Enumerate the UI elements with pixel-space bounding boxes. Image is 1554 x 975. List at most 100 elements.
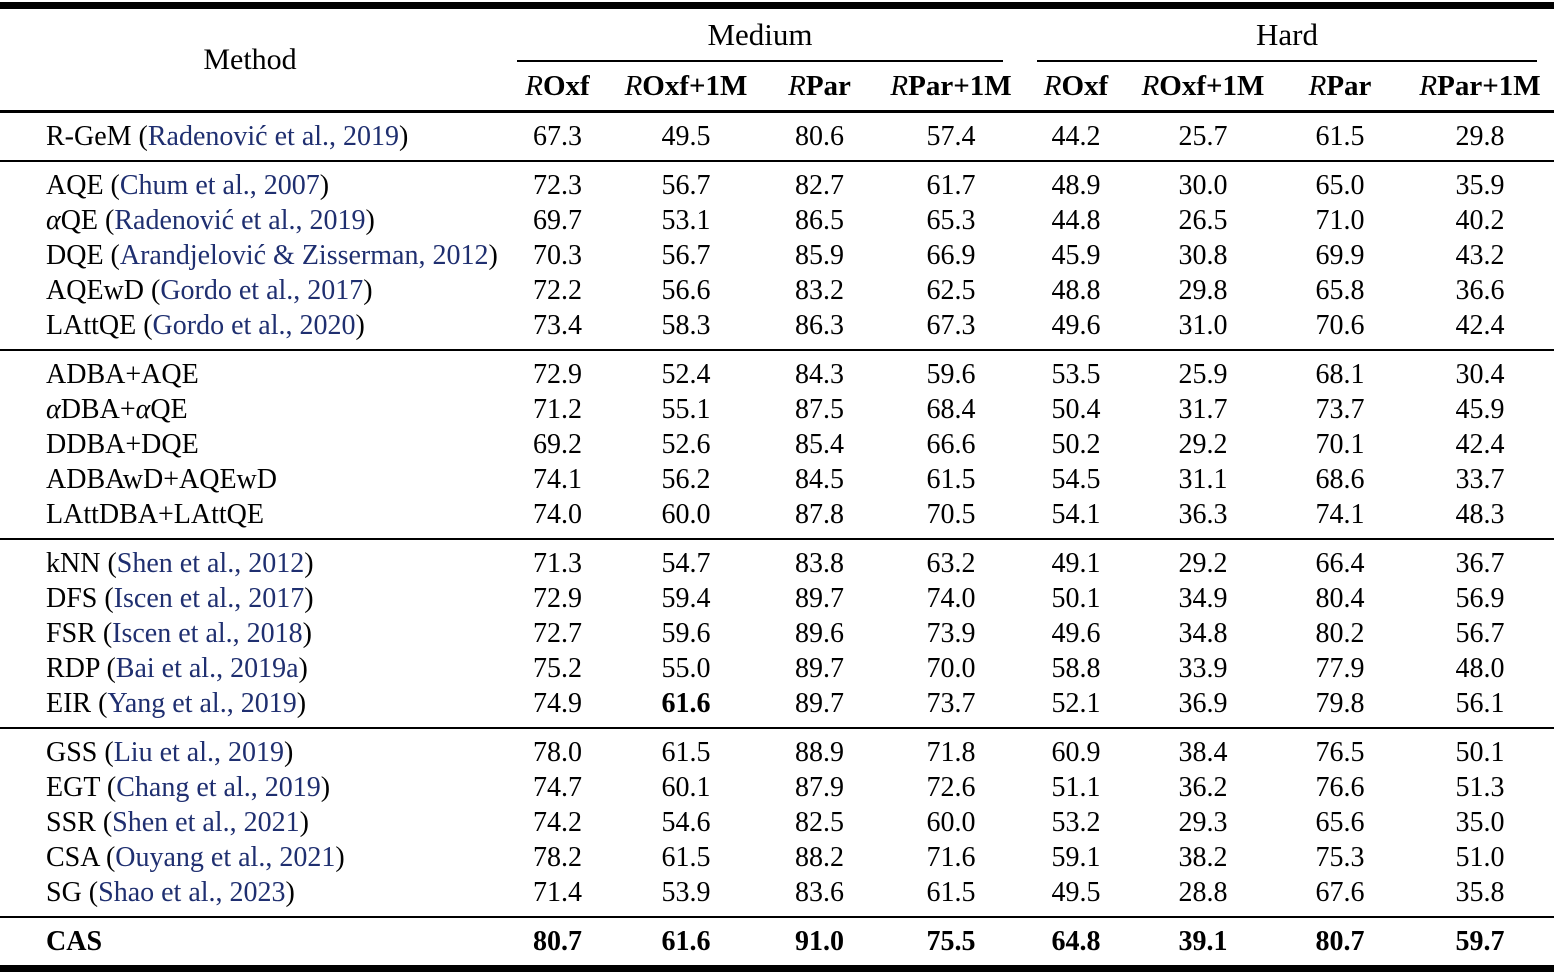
- value-cell: 31.1: [1178, 464, 1228, 495]
- method-name: ADBA+AQE: [46, 359, 199, 390]
- value-cell: 52.6: [661, 429, 711, 460]
- method-cell: LAttDBA+LAttQE: [0, 497, 500, 539]
- citation-link[interactable]: Shao et al., 2023: [98, 877, 286, 908]
- value-cell: 29.2: [1178, 429, 1228, 460]
- value-cell: 42.4: [1455, 310, 1505, 341]
- dataset-prefix: R: [1043, 69, 1062, 102]
- citation-link[interactable]: Chum et al., 2007: [119, 170, 320, 201]
- value-cell: 50.1: [1455, 737, 1505, 768]
- citation-link[interactable]: Chang et al., 2019: [116, 772, 321, 803]
- table-row: αDBA+αQE 71.2 55.1 87.5 68.4 50.4 31.7 73.7 45.9: [0, 392, 1554, 427]
- citation-link[interactable]: Radenović et al., 2019: [147, 121, 400, 152]
- group-header-row: Method Medium Hard: [0, 6, 1554, 76]
- dataset-name: Par+1M: [1437, 69, 1541, 102]
- value-cell: 56.1: [1455, 688, 1505, 719]
- value-cell: 56.7: [1455, 618, 1505, 649]
- dataset-prefix: R: [1419, 69, 1438, 102]
- value-cell: 68.6: [1315, 464, 1365, 495]
- group-header-medium: Medium: [500, 6, 1020, 62]
- value-cell: 30.4: [1455, 359, 1505, 390]
- value-cell: 61.6: [661, 926, 711, 957]
- value-cell: 87.5: [795, 394, 844, 425]
- table-header: Method Medium Hard ROxf ROxf+1M RPar RPar+1…: [0, 6, 1554, 112]
- value-cell: 71.0: [1315, 205, 1365, 236]
- value-cell: 85.4: [795, 429, 844, 460]
- value-cell: 76.6: [1315, 772, 1365, 803]
- table-row: GSS (Liu et al., 2019) 78.0 61.5 88.9 71.8 60…: [0, 728, 1554, 770]
- citation-link[interactable]: Bai et al., 2019a: [115, 653, 299, 684]
- column-header-hard-oxfplus1m: ROxf+1M: [1132, 62, 1274, 112]
- citation-link[interactable]: Iscen et al., 2018: [112, 618, 303, 649]
- value-cell: 61.5: [1315, 121, 1365, 152]
- value-cell: 25.7: [1178, 121, 1228, 152]
- value-cell: 69.7: [533, 205, 582, 236]
- value-cell: 83.6: [795, 877, 844, 908]
- method-cell: SSR (Shen et al., 2021): [46, 807, 309, 838]
- value-cell: 89.6: [795, 618, 844, 649]
- dataset-prefix: R: [525, 69, 543, 102]
- value-cell: 29.2: [1178, 548, 1228, 579]
- value-cell: 34.8: [1178, 618, 1228, 649]
- table-row: SG (Shao et al., 2023) 71.4 53.9 83.6 61.5 49…: [0, 875, 1554, 917]
- table-row: CAS 80.7 61.6 91.0 75.5 64.8 39.1 80.7 59.7: [0, 917, 1554, 969]
- value-cell: 61.6: [661, 688, 711, 719]
- citation-link[interactable]: Radenović et al., 2019: [114, 205, 366, 236]
- citation-link[interactable]: Gordo et al., 2020: [152, 310, 356, 341]
- value-cell: 88.2: [795, 842, 844, 873]
- citation-link[interactable]: Liu et al., 2019: [113, 737, 284, 768]
- value-cell: 50.4: [1051, 394, 1101, 425]
- value-cell: 71.3: [533, 548, 582, 579]
- value-cell: 60.9: [1051, 737, 1101, 768]
- value-cell: 71.6: [926, 842, 976, 873]
- value-cell: 59.6: [926, 359, 976, 390]
- value-cell: 48.9: [1051, 170, 1101, 201]
- method-name: DFS: [46, 583, 98, 614]
- method-name: αQE: [46, 205, 99, 236]
- row-group-3: ADBA+AQE 72.9 52.4 84.3 59.6 53.5 25.9 68.1 30.4…: [0, 350, 1554, 539]
- value-cell: 53.2: [1051, 807, 1101, 838]
- method-cell: GSS (Liu et al., 2019): [46, 737, 294, 768]
- citation-link[interactable]: Ouyang et al., 2021: [115, 842, 336, 873]
- value-cell: 31.7: [1178, 394, 1228, 425]
- citation-link[interactable]: Shen et al., 2012: [116, 548, 305, 579]
- alpha-symbol: α: [46, 205, 61, 236]
- method-name: αDBA+αQE: [46, 394, 188, 425]
- value-cell: 80.4: [1315, 583, 1365, 614]
- value-cell: 91.0: [795, 926, 844, 957]
- value-cell: 84.3: [795, 359, 844, 390]
- value-cell: 74.1: [1315, 499, 1365, 530]
- dataset-prefix: R: [1308, 69, 1327, 102]
- value-cell: 78.0: [533, 737, 582, 768]
- method-name: kNN: [46, 548, 101, 579]
- method-name: DQE: [46, 240, 104, 271]
- value-cell: 49.6: [1051, 618, 1101, 649]
- value-cell: 64.8: [1051, 926, 1101, 957]
- value-cell: 80.7: [1315, 926, 1365, 957]
- subcolumn-header-row: ROxf ROxf+1M RPar RPar+1M ROxf ROxf+1M RPar RPa…: [0, 62, 1554, 112]
- value-cell: 67.3: [926, 310, 976, 341]
- citation-link[interactable]: Arandjelović & Zisserman, 2012: [119, 240, 489, 271]
- method-name: EGT: [46, 772, 100, 803]
- value-cell: 71.8: [926, 737, 976, 768]
- citation-link[interactable]: Yang et al., 2019: [107, 688, 297, 719]
- method-name: AQEwD: [46, 275, 144, 306]
- value-cell: 73.9: [926, 618, 976, 649]
- value-cell: 38.4: [1178, 737, 1228, 768]
- alpha-symbol: α: [46, 394, 61, 425]
- value-cell: 61.5: [926, 464, 976, 495]
- citation-link[interactable]: Iscen et al., 2017: [113, 583, 305, 614]
- value-cell: 54.1: [1051, 499, 1101, 530]
- value-cell: 87.8: [795, 499, 844, 530]
- citation-link[interactable]: Gordo et al., 2017: [160, 275, 364, 306]
- value-cell: 72.3: [533, 170, 582, 201]
- value-cell: 48.0: [1455, 653, 1505, 684]
- value-cell: 74.0: [533, 499, 582, 530]
- value-cell: 88.9: [795, 737, 844, 768]
- citation-link[interactable]: Shen et al., 2021: [112, 807, 300, 838]
- value-cell: 45.9: [1455, 394, 1505, 425]
- method-cell: AQE (Chum et al., 2007): [46, 170, 330, 201]
- table-row: DQE (Arandjelović & Zisserman, 2012) 70.3…: [0, 238, 1554, 273]
- value-cell: 73.7: [926, 688, 976, 719]
- value-cell: 67.6: [1315, 877, 1365, 908]
